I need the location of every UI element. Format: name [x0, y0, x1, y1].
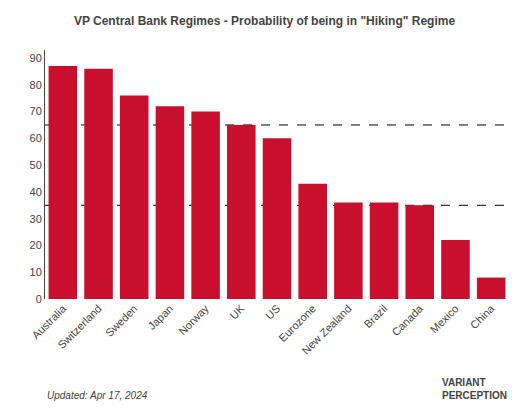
svg-text:VP Central Bank Regimes - Prob: VP Central Bank Regimes - Probability of…: [74, 14, 456, 28]
svg-text:China: China: [468, 302, 497, 331]
svg-text:80: 80: [30, 79, 42, 91]
svg-text:0: 0: [36, 293, 42, 305]
svg-text:UK: UK: [227, 302, 247, 322]
svg-text:10: 10: [30, 266, 42, 278]
svg-text:Canada: Canada: [389, 302, 425, 338]
svg-text:Mexico: Mexico: [428, 302, 461, 335]
svg-text:40: 40: [30, 186, 42, 198]
svg-text:20: 20: [30, 239, 42, 251]
svg-text:Sweden: Sweden: [103, 302, 140, 339]
svg-text:30: 30: [30, 213, 42, 225]
svg-text:Japan: Japan: [146, 302, 176, 332]
svg-text:Eurozone: Eurozone: [276, 302, 318, 344]
svg-text:US: US: [263, 302, 282, 321]
svg-text:VARIANTPERCEPTION: VARIANTPERCEPTION: [442, 377, 507, 401]
svg-text:Australia: Australia: [29, 302, 68, 341]
svg-text:Switzerland: Switzerland: [55, 302, 104, 351]
svg-text:70: 70: [30, 105, 42, 117]
svg-text:90: 90: [30, 52, 42, 64]
svg-text:Updated: Apr 17, 2024: Updated: Apr 17, 2024: [47, 390, 148, 401]
svg-text:50: 50: [30, 159, 42, 171]
svg-text:Norway: Norway: [176, 302, 211, 337]
svg-text:Brazil: Brazil: [361, 302, 389, 330]
svg-text:60: 60: [30, 132, 42, 144]
svg-text:New Zealand: New Zealand: [299, 302, 353, 356]
